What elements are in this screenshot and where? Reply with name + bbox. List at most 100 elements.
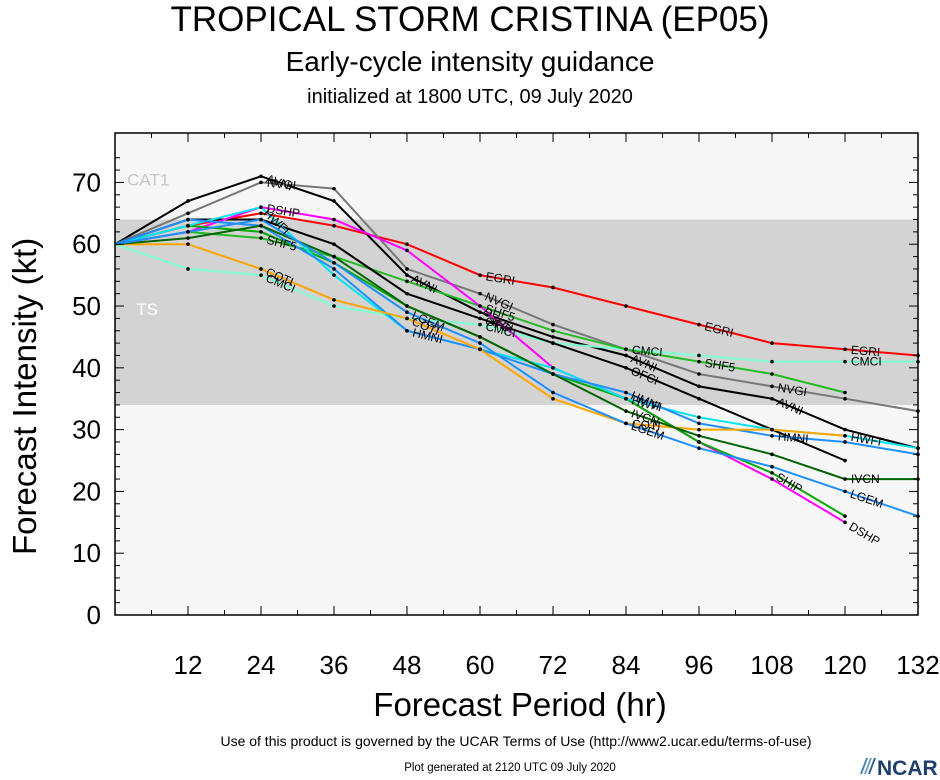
- terms-of-use[interactable]: Use of this product is governed by the U…: [220, 733, 812, 749]
- point-dshp: [405, 248, 409, 253]
- point-avni: [186, 199, 190, 203]
- point-dshp: [478, 304, 482, 308]
- point-ivcn: [405, 304, 409, 308]
- point-coti: [259, 267, 263, 271]
- series-line-ivcn: [114, 224, 918, 481]
- point-ivcn: [186, 236, 190, 240]
- point-nvgi: [697, 372, 701, 376]
- point-hwfi: [551, 366, 555, 370]
- series-label-hwfi: HWFI: [850, 430, 883, 449]
- y-tick-label: 10: [72, 538, 101, 568]
- point-avni: [551, 335, 555, 339]
- point-hmni: [624, 390, 628, 395]
- series-label-nvgi: NVGI: [266, 176, 296, 192]
- point-lgem: [697, 446, 701, 450]
- point-nvgi: [770, 384, 774, 389]
- series-label-cmci: CMCI: [631, 343, 663, 360]
- y-tick-label: 0: [87, 600, 101, 630]
- point-lgem: [332, 260, 336, 265]
- series-label-hmni: HMNI: [777, 429, 809, 446]
- series-label-egri: EGRI: [485, 269, 516, 288]
- point-coti: [697, 427, 701, 432]
- x-tick-label: 36: [320, 650, 349, 680]
- point-shf5: [259, 236, 263, 240]
- point-nvgi: [332, 186, 336, 191]
- point-hmni: [186, 217, 190, 222]
- series-line-lgem: [114, 218, 919, 518]
- point-shf5: [551, 328, 555, 333]
- x-axis-label: Forecast Period (hr): [373, 686, 667, 723]
- series-label-shf5: SHF5: [704, 356, 737, 375]
- point-ofci: [478, 316, 482, 321]
- point-lgem: [186, 230, 190, 234]
- point-hwfi: [186, 223, 190, 228]
- point-egri: [624, 304, 628, 308]
- y-tick-label: 40: [72, 353, 101, 383]
- y-tick-label: 70: [72, 167, 101, 197]
- point-egri: [332, 223, 336, 228]
- y-tick-label: 30: [72, 415, 101, 445]
- point-ofci: [405, 291, 409, 296]
- point-cmci: [478, 322, 482, 327]
- series-line-hmni: [114, 218, 919, 456]
- point-nvgi: [478, 291, 482, 296]
- point-egri: [843, 347, 847, 352]
- x-tick-label: 48: [393, 650, 422, 680]
- y-tick-label: 60: [72, 229, 101, 259]
- x-tick-label: 60: [466, 650, 495, 680]
- x-tick-label: 108: [750, 650, 793, 680]
- point-hmni: [332, 267, 336, 271]
- point-coti: [770, 427, 774, 432]
- point-ofci: [332, 242, 336, 247]
- band-label-cat1: CAT1: [127, 170, 169, 189]
- point-shf5: [624, 347, 628, 352]
- series-label-coti: COTI: [631, 417, 661, 433]
- point-cmci: [843, 359, 847, 364]
- point-avni: [478, 310, 482, 315]
- point-avni: [332, 199, 336, 203]
- point-avni: [843, 427, 847, 432]
- series-line-nvgi: [114, 181, 919, 413]
- point-nvgi: [405, 267, 409, 271]
- point-dshp: [843, 520, 847, 525]
- point-ivcn: [551, 372, 555, 376]
- point-cmci: [186, 267, 190, 271]
- chart-title: TROPICAL STORM CRISTINA (EP05): [170, 0, 770, 39]
- series-line-egri: [114, 212, 919, 357]
- band-label-ts: TS: [136, 300, 158, 319]
- cat1-band: [115, 133, 918, 220]
- point-dshp: [770, 477, 774, 481]
- ncar-logo[interactable]: NCAR: [858, 752, 940, 780]
- point-cmci: [697, 353, 701, 358]
- point-lgem: [405, 310, 409, 315]
- point-ofci: [624, 366, 628, 370]
- x-tick-label: 72: [539, 650, 568, 680]
- generated-time: Plot generated at 2120 UTC 09 July 2020: [404, 762, 616, 774]
- ncar-logo-mark: [860, 758, 876, 774]
- point-ivcn: [697, 433, 701, 438]
- point-egri: [697, 322, 701, 327]
- point-coti: [186, 242, 190, 247]
- point-coti: [478, 347, 482, 352]
- point-shf5: [770, 372, 774, 376]
- point-nvgi: [843, 396, 847, 401]
- point-ship: [770, 471, 774, 475]
- chart-subtitle: Early-cycle intensity guidance: [285, 46, 655, 77]
- x-tick-label: 24: [247, 650, 276, 680]
- point-ivcn: [843, 477, 847, 481]
- point-lgem: [624, 421, 628, 426]
- point-ivcn: [478, 335, 482, 339]
- series-label-ivcn: IVCN: [851, 472, 880, 486]
- point-egri: [259, 211, 263, 216]
- init-time: initialized at 1800 UTC, 09 July 2020: [307, 86, 633, 108]
- point-shf5: [697, 359, 701, 364]
- point-cmci: [259, 273, 263, 277]
- point-ship: [259, 230, 263, 234]
- point-egri: [478, 273, 482, 277]
- point-ofci: [551, 341, 555, 345]
- point-ship: [843, 514, 847, 518]
- point-lgem: [478, 341, 482, 345]
- point-hmni: [843, 440, 847, 444]
- series-label-dshp: DSHP: [266, 201, 301, 220]
- point-egri: [405, 242, 409, 247]
